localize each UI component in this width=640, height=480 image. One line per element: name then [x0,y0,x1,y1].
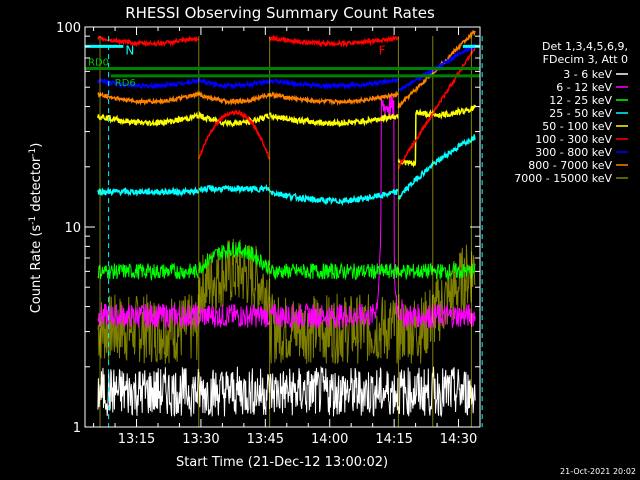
x-tick-label-3: 14:00 [311,432,348,447]
y-axis-label: Count Rate (s-1 detector-1) [28,143,44,314]
series-olive-seg-2 [269,293,399,365]
plot-area: N F RD0 RD6 [85,30,483,427]
series-red-seg-2 [268,34,399,48]
series-olive-seg-0 [97,294,199,364]
legend-label-6: 300 - 800 keV [535,146,612,159]
rd6-label: RD6 [115,78,136,89]
series-blue-seg-0 [97,77,200,90]
legend-label-1: 6 - 12 keV [556,81,612,94]
x-tick-label-4: 14:15 [375,432,412,447]
series-orange-seg-2 [268,90,399,107]
rd0-label: RD0 [88,58,109,69]
series-white-seg-2 [269,365,399,417]
x-tick-label-1: 13:30 [182,432,219,447]
series-olive-seg-1 [198,238,270,323]
series-red-seg-3 [397,46,476,170]
legend-label-3: 25 - 50 keV [549,107,612,120]
series-magenta-seg-3 [397,300,476,329]
series-magenta-seg-0 [97,302,199,328]
chart-title: RHESSI Observing Summary Count Rates [125,4,435,22]
legend-label-7: 800 - 7000 keV [528,159,612,172]
series-blue-seg-2 [268,76,399,91]
series-olive-seg-3 [398,244,476,364]
x-tick-label-2: 13:45 [247,432,284,447]
series-white-seg-3 [397,366,476,418]
x-tick-label-5: 14:30 [440,432,477,447]
series-green-seg-1 [198,241,270,275]
footer-date: 21-Oct-2021 20:02 [560,467,636,476]
legend-label-0: 3 - 6 keV [563,68,612,81]
series-cyan-seg-0 [97,185,200,198]
series-green-seg-2 [269,262,399,281]
series-white-seg-0 [97,367,199,417]
y-tick-label-0: 1 [73,421,81,436]
legend: Det 1,3,4,5,6,9,FDecim 3, Att 0 3 - 6 keV… [514,40,628,185]
y-tick-label-2: 100 [56,21,81,36]
series-green-seg-3 [397,262,476,281]
series-cyan-seg-2 [268,188,399,207]
series-yellow-seg-3 [397,104,476,168]
legend-header-1: FDecim 3, Att 0 [543,53,628,66]
series-yellow-seg-1 [198,111,270,128]
series-yellow-seg-2 [268,112,399,128]
legend-label-8: 7000 - 15000 keV [514,172,612,185]
series-cyan-seg-1 [198,183,271,195]
series-yellow-seg-0 [97,111,199,127]
flag-label-0: N [125,43,134,57]
x-axis-label: Start Time (21-Dec-12 13:00:02) [176,455,388,470]
legend-header-0: Det 1,3,4,5,6,9, [542,40,628,53]
series-magenta-seg-2 [269,94,399,329]
series-cyan-seg-3 [397,134,476,201]
series-blue-seg-1 [198,76,271,90]
series-blue-seg-3 [397,43,476,92]
legend-label-4: 50 - 100 keV [542,120,612,133]
series-white-seg-1 [198,366,270,417]
legend-label-5: 100 - 300 keV [535,133,612,146]
y-tick-label-1: 10 [64,221,81,236]
series-magenta-seg-1 [198,304,270,328]
flag-label-1: F [379,43,386,57]
series-green-seg-0 [97,262,199,282]
series-red-seg-1 [198,109,270,160]
series-red-seg-0 [97,35,199,48]
series-orange-seg-1 [198,90,271,107]
axes: 13:15 13:30 13:45 14:00 14:15 14:30 1 10 100 [56,21,481,447]
series-orange-seg-0 [97,90,200,106]
legend-label-2: 12 - 25 keV [549,94,612,107]
x-tick-label-0: 13:15 [118,432,155,447]
